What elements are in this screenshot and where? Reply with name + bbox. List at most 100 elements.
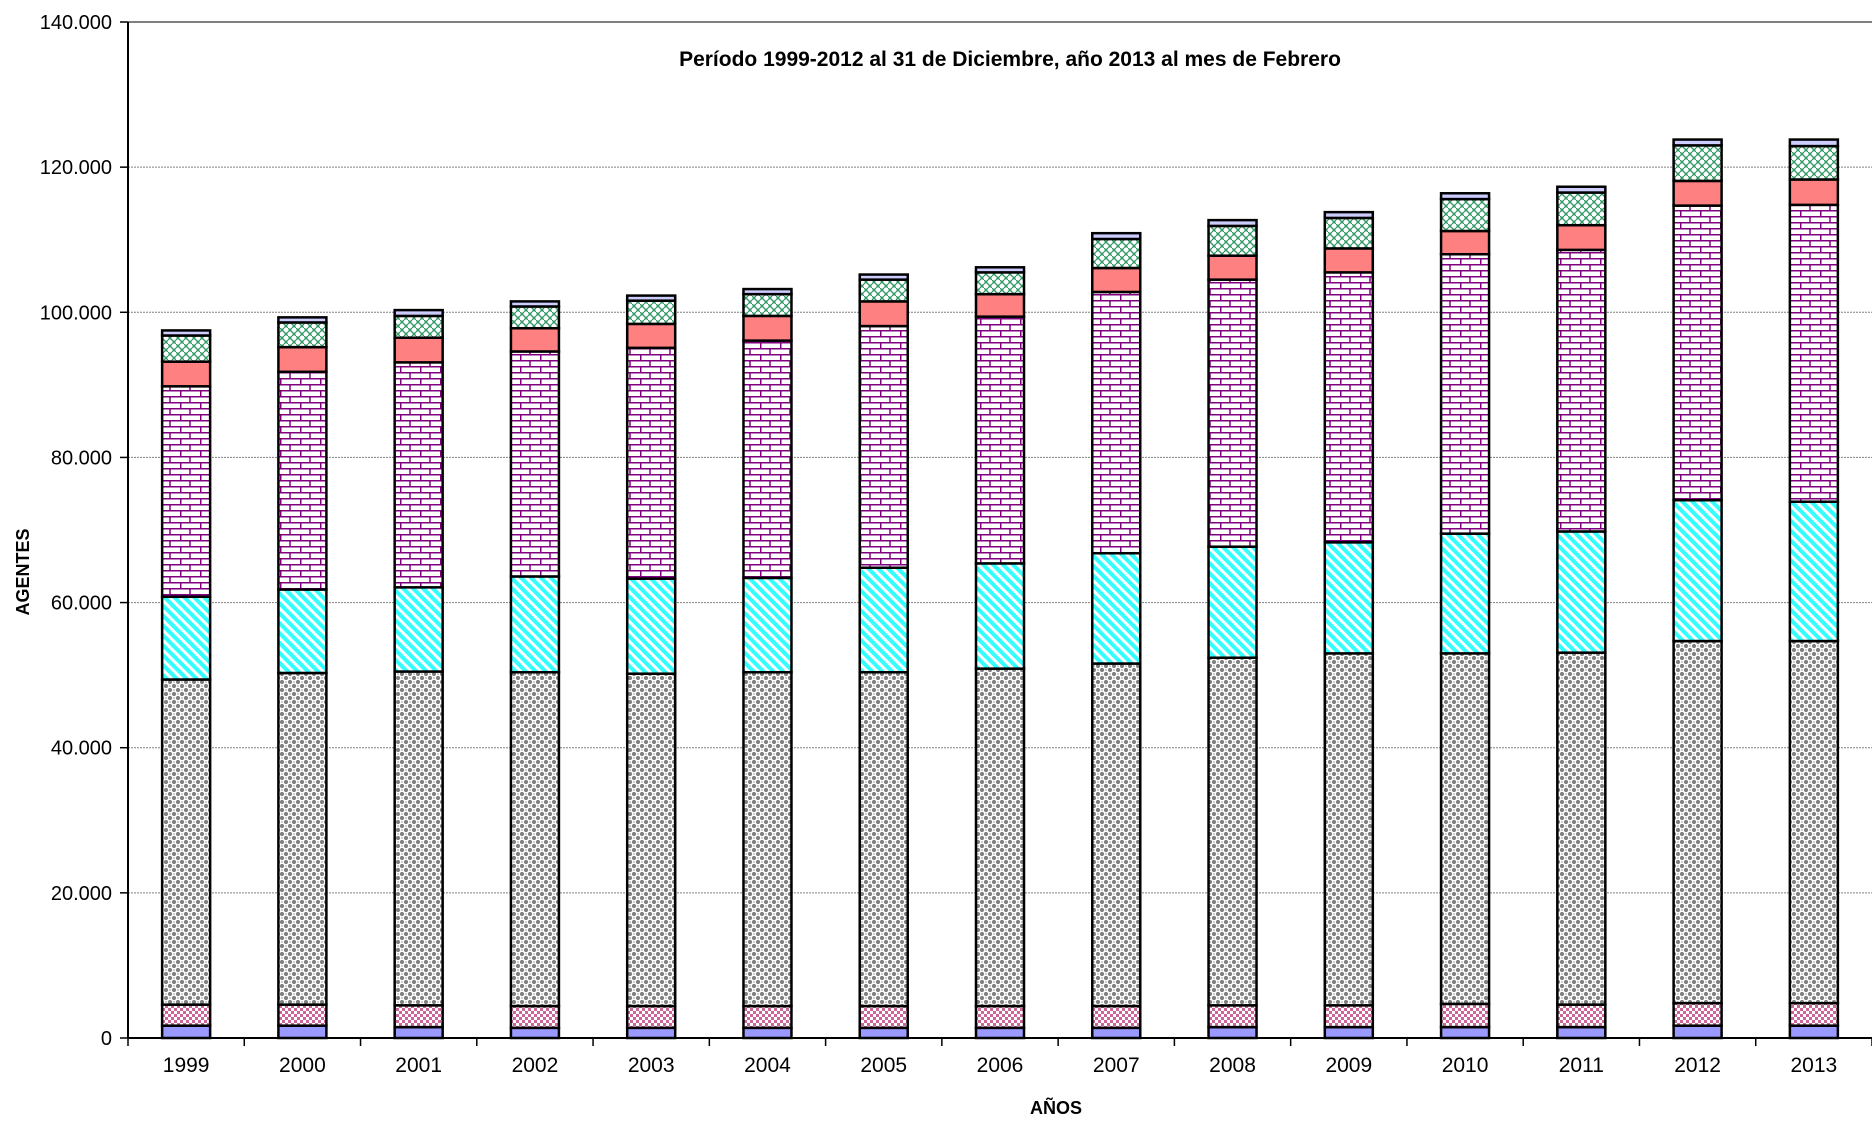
bar-segment-series-1 xyxy=(858,1026,909,1040)
y-tick-label: 20.000 xyxy=(51,883,112,905)
bar-segment-series-6 xyxy=(1207,254,1258,281)
bar-segment-series-6 xyxy=(742,314,793,342)
y-tick-label: 0 xyxy=(101,1028,112,1050)
bar-segment-series-3 xyxy=(625,672,677,1008)
bar-segment-series-5 xyxy=(1323,271,1375,544)
bar-segment-series-1 xyxy=(625,1026,677,1040)
bar-segment-series-6 xyxy=(277,345,328,374)
bar-stack-2007 xyxy=(1091,231,1142,1040)
bar-segment-series-8 xyxy=(1323,210,1375,220)
bar-segment-series-5 xyxy=(742,339,793,580)
bar-stack-2001 xyxy=(393,308,444,1040)
bar-segment-series-7 xyxy=(277,321,328,349)
x-tick-label: 2007 xyxy=(1093,1054,1140,1077)
bar-segment-series-4 xyxy=(742,576,793,674)
bar-segment-series-1 xyxy=(277,1024,328,1040)
bar-segment-series-3 xyxy=(1323,652,1375,1007)
bar-segment-series-7 xyxy=(1788,144,1840,181)
axis-labels: 0 20.000 40.000 60.000 80.000 100.000 120.000 1… xyxy=(40,12,1838,1077)
bar-segment-series-5 xyxy=(1091,290,1142,555)
bar-segment-series-3 xyxy=(858,670,909,1008)
bar-segment-series-7 xyxy=(509,305,561,330)
bar-stack-2011 xyxy=(1556,185,1607,1040)
x-tick-label: 2010 xyxy=(1442,1054,1489,1077)
bar-stack-2000 xyxy=(277,316,328,1040)
x-tick-label: 2009 xyxy=(1325,1054,1372,1077)
y-tick-label: 60.000 xyxy=(51,593,112,615)
bar-segment-series-2 xyxy=(160,1003,212,1027)
y-tick-label: 140.000 xyxy=(40,12,112,34)
bar-segment-series-8 xyxy=(509,300,561,308)
bar-segment-series-8 xyxy=(1207,218,1258,228)
bar-segment-series-5 xyxy=(277,370,328,591)
x-tick-label: 2006 xyxy=(977,1054,1024,1077)
bar-segment-series-6 xyxy=(1556,223,1607,252)
bars xyxy=(160,138,1840,1040)
bar-segment-series-6 xyxy=(393,336,444,364)
bar-segment-series-7 xyxy=(625,299,677,326)
x-tick-label: 1999 xyxy=(163,1054,210,1077)
bar-segment-series-2 xyxy=(974,1004,1026,1030)
bar-segment-series-1 xyxy=(1323,1025,1375,1040)
bar-segment-series-7 xyxy=(1323,216,1375,250)
bar-stack-2006 xyxy=(974,266,1026,1040)
bar-segment-series-6 xyxy=(858,300,909,328)
bar-segment-series-3 xyxy=(1788,639,1840,1005)
bar-segment-series-5 xyxy=(974,315,1026,565)
bar-stack-2008 xyxy=(1207,218,1258,1040)
bar-segment-series-1 xyxy=(1672,1024,1723,1040)
bar-segment-series-8 xyxy=(1672,138,1723,147)
bar-segment-series-3 xyxy=(509,670,561,1008)
bar-segment-series-4 xyxy=(858,566,909,674)
bar-segment-series-6 xyxy=(1091,266,1142,294)
bar-segment-series-7 xyxy=(1439,197,1491,233)
bar-segment-series-4 xyxy=(160,595,212,681)
bar-segment-series-4 xyxy=(1556,530,1607,654)
bar-segment-series-2 xyxy=(393,1004,444,1029)
bar-segment-series-1 xyxy=(742,1026,793,1040)
bar-segment-series-2 xyxy=(1788,1001,1840,1027)
bar-segment-series-6 xyxy=(1672,179,1723,207)
bar-segment-series-8 xyxy=(160,329,212,337)
x-tick-label: 2002 xyxy=(512,1054,559,1077)
bar-segment-series-5 xyxy=(1207,278,1258,548)
bar-segment-series-2 xyxy=(1439,1002,1491,1029)
bar-segment-series-5 xyxy=(160,385,212,599)
bar-segment-series-7 xyxy=(858,278,909,303)
bar-segment-series-8 xyxy=(858,273,909,281)
bar-stack-2013 xyxy=(1788,138,1840,1040)
bar-stack-2010 xyxy=(1439,192,1491,1040)
bar-segment-series-3 xyxy=(1439,652,1491,1006)
bar-stack-2009 xyxy=(1323,210,1375,1040)
bar-segment-series-6 xyxy=(1439,229,1491,256)
bar-segment-series-3 xyxy=(1672,639,1723,1005)
bar-segment-series-8 xyxy=(1556,185,1607,194)
bar-segment-series-2 xyxy=(1207,1004,1258,1029)
bar-segment-series-6 xyxy=(509,327,561,353)
y-tick-label: 100.000 xyxy=(40,302,112,324)
bar-segment-series-5 xyxy=(1439,252,1491,535)
x-tick-label: 2001 xyxy=(395,1054,442,1077)
bar-segment-series-2 xyxy=(742,1004,793,1030)
bar-segment-series-7 xyxy=(1556,191,1607,227)
bar-segment-series-4 xyxy=(625,577,677,675)
bar-segment-series-1 xyxy=(1439,1025,1491,1040)
bar-segment-series-6 xyxy=(974,292,1026,318)
y-axis-title: AGENTES xyxy=(13,528,33,615)
x-tick-label: 2012 xyxy=(1674,1054,1721,1077)
bar-segment-series-7 xyxy=(1207,224,1258,257)
bar-segment-series-4 xyxy=(1091,551,1142,665)
bar-segment-series-4 xyxy=(277,588,328,675)
bar-segment-series-2 xyxy=(1672,1001,1723,1027)
bar-segment-series-3 xyxy=(742,670,793,1008)
bar-segment-series-2 xyxy=(509,1004,561,1030)
x-tick-label: 2005 xyxy=(860,1054,907,1077)
bar-segment-series-8 xyxy=(277,316,328,324)
bar-segment-series-4 xyxy=(509,575,561,674)
y-tick-label: 120.000 xyxy=(40,157,112,179)
bar-segment-series-1 xyxy=(974,1026,1026,1040)
x-tick-label: 2013 xyxy=(1791,1054,1838,1077)
x-tick-label: 2008 xyxy=(1209,1054,1256,1077)
bar-segment-series-5 xyxy=(393,361,444,589)
